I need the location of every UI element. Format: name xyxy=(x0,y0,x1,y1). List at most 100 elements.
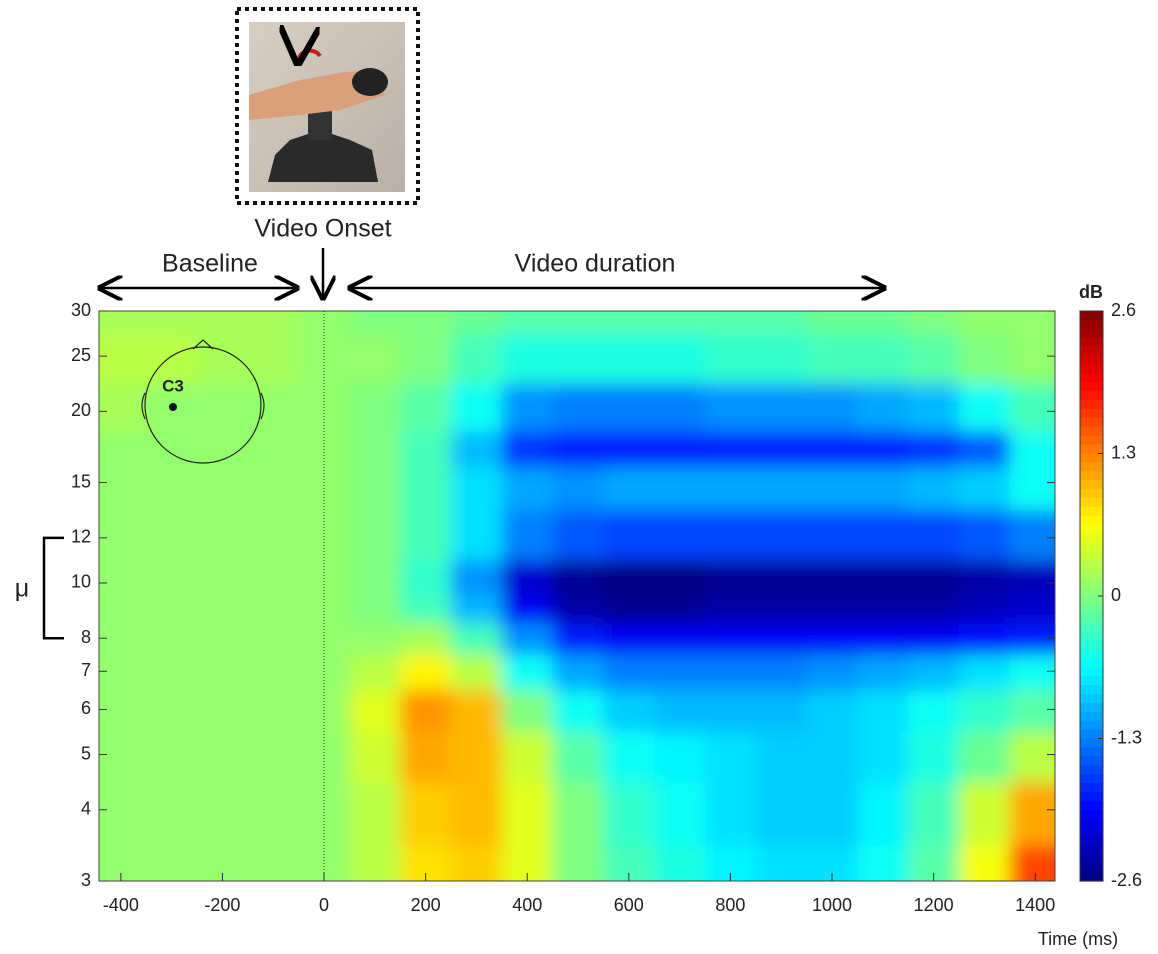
heat-cell xyxy=(400,623,452,656)
head-schematic xyxy=(141,339,265,464)
heat-cell xyxy=(400,431,452,468)
heat-cell xyxy=(857,467,909,511)
heat-cell xyxy=(806,383,858,432)
heat-cell xyxy=(755,333,808,385)
heat-cell xyxy=(400,333,452,385)
colorbar-step xyxy=(1080,408,1103,419)
heat-cell xyxy=(451,690,503,733)
heat-cell xyxy=(298,596,350,625)
heat-cell xyxy=(806,654,858,691)
heat-cell xyxy=(958,654,1011,691)
heat-cell xyxy=(349,560,401,597)
heat-cell xyxy=(603,333,655,385)
colorbar-step xyxy=(1080,587,1103,597)
heat-cell xyxy=(755,623,808,656)
heat-cell xyxy=(247,383,300,432)
heat-cell xyxy=(958,383,1011,432)
heat-cell xyxy=(349,731,401,783)
heat-cell xyxy=(705,311,757,335)
colorbar-step xyxy=(1080,364,1103,374)
heat-cell xyxy=(755,731,808,783)
colorbar-step xyxy=(1080,355,1103,366)
colorbar-tick-label: -2.6 xyxy=(1111,870,1142,890)
colorbar-step xyxy=(1080,417,1103,428)
heat-cell xyxy=(501,467,554,511)
colorbar-step xyxy=(1080,774,1103,784)
heat-cell xyxy=(298,311,350,335)
heat-cell xyxy=(247,596,300,625)
heat-cell xyxy=(400,311,452,335)
colorbar-step xyxy=(1080,640,1103,651)
colorbar-tick-label: 2.6 xyxy=(1111,300,1136,320)
heat-cell xyxy=(857,690,909,733)
heat-cell xyxy=(806,731,858,783)
colorbar-step xyxy=(1080,382,1103,392)
heat-cell xyxy=(197,510,249,561)
heat-cell xyxy=(501,731,554,783)
heat-cell xyxy=(501,431,554,468)
heat-cell xyxy=(247,845,300,881)
heat-cell xyxy=(247,467,300,511)
heat-cell xyxy=(654,311,706,335)
heat-cell xyxy=(806,333,858,385)
heat-cell xyxy=(247,333,300,385)
heat-cell xyxy=(603,623,655,656)
heat-cell xyxy=(247,510,300,561)
heat-cell xyxy=(400,383,452,432)
heat-cell xyxy=(908,383,960,432)
band-label: μ xyxy=(15,575,29,603)
y-tick-label: 4 xyxy=(81,799,91,819)
heat-cell xyxy=(806,596,858,625)
heat-cell xyxy=(298,333,350,385)
heat-cell xyxy=(99,654,147,691)
heat-cell xyxy=(349,333,401,385)
heat-cell xyxy=(552,731,604,783)
heat-cell xyxy=(857,431,909,468)
heat-cell xyxy=(451,383,503,432)
heat-cell xyxy=(451,845,503,881)
heat-cell xyxy=(349,623,401,656)
heat-cell xyxy=(857,311,909,335)
colorbar-step xyxy=(1080,524,1103,535)
heat-cell xyxy=(451,654,503,691)
heat-cell xyxy=(349,510,401,561)
heat-cell xyxy=(552,431,604,468)
heat-cell xyxy=(958,333,1011,385)
x-tick-label: 0 xyxy=(319,895,329,915)
heat-cell xyxy=(705,510,757,561)
heat-cell xyxy=(451,467,503,511)
colorbar-step xyxy=(1080,658,1103,668)
heat-cell xyxy=(908,596,960,625)
colorbar-step xyxy=(1080,711,1103,722)
y-tick-label: 5 xyxy=(81,743,91,763)
y-tick-label: 6 xyxy=(81,698,91,718)
colorbar-step xyxy=(1080,311,1103,321)
colorbar-step xyxy=(1080,818,1103,829)
heat-cell xyxy=(99,311,147,335)
heat-cell xyxy=(552,333,604,385)
heat-cell xyxy=(958,311,1011,335)
heat-cell xyxy=(908,623,960,656)
x-axis-label: Time (ms) xyxy=(1038,929,1118,949)
heat-cell xyxy=(400,731,452,783)
heat-cell xyxy=(958,560,1011,597)
y-tick-label: 15 xyxy=(71,471,91,491)
heat-cell xyxy=(857,654,909,691)
heat-cell xyxy=(298,782,350,846)
heat-cell xyxy=(908,690,960,733)
heat-cell xyxy=(451,560,503,597)
heat-cell xyxy=(908,782,960,846)
heat-cell xyxy=(1009,467,1055,511)
x-tick-label: 1200 xyxy=(914,895,954,915)
colorbar-step xyxy=(1080,693,1103,704)
heat-cell xyxy=(705,596,757,625)
heat-cell xyxy=(146,782,198,846)
heat-cell xyxy=(958,431,1011,468)
heat-cell xyxy=(755,467,808,511)
heat-cell xyxy=(146,623,198,656)
heat-cell xyxy=(705,333,757,385)
heat-cell xyxy=(552,845,604,881)
heat-cell xyxy=(552,690,604,733)
heat-cell xyxy=(146,690,198,733)
